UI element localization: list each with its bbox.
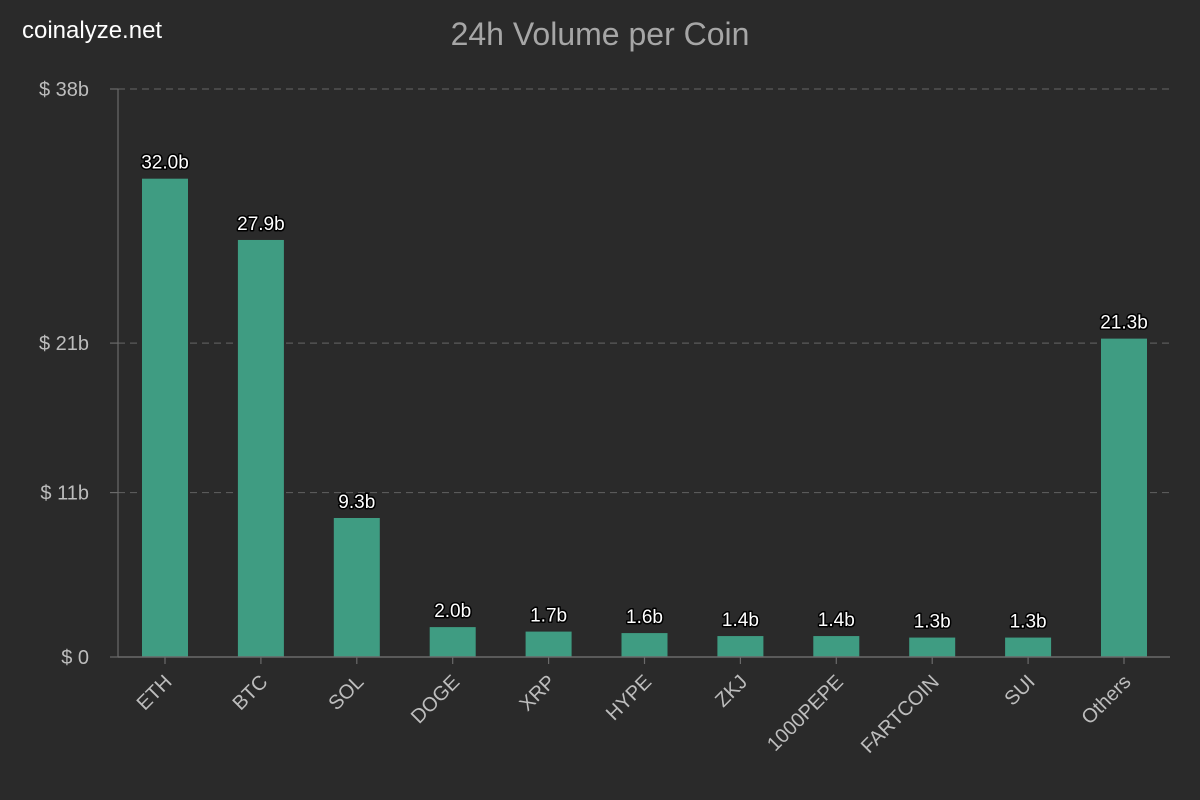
x-tick-label: SUI: [1001, 671, 1040, 710]
data-label: 1.4b: [818, 610, 855, 631]
x-tick-label: XRP: [515, 671, 560, 716]
data-label: 21.3b: [1100, 313, 1148, 334]
x-tick-label: ETH: [133, 671, 177, 715]
bar-zkj: [717, 636, 764, 657]
bar-fartcoin: [909, 637, 956, 657]
x-tick-label: ZKJ: [711, 671, 752, 712]
bar-eth: [142, 178, 188, 657]
x-tick-label: FARTCOIN: [857, 671, 944, 758]
bar-btc: [237, 239, 284, 657]
x-tick-label: 1000PEPE: [763, 671, 848, 756]
bar-others: [1101, 338, 1147, 657]
x-tick-label: Others: [1078, 671, 1136, 729]
x-tick-label: HYPE: [602, 671, 656, 725]
x-tick-label: DOGE: [407, 671, 464, 728]
y-tick-label: $ 11b: [40, 483, 89, 505]
data-label: 1.3b: [1010, 612, 1047, 633]
data-label: 1.6b: [626, 607, 663, 628]
data-label: 9.3b: [338, 492, 375, 513]
bar-sol: [333, 517, 380, 657]
y-tick-label: $ 0: [61, 647, 89, 669]
data-label: 2.0b: [434, 601, 471, 622]
bar-doge: [429, 627, 476, 657]
data-label: 1.3b: [914, 612, 951, 633]
y-tick-label: $ 21b: [39, 333, 89, 355]
y-tick-label: $ 38b: [39, 79, 89, 101]
data-label: 1.4b: [722, 610, 759, 631]
bar-sui: [1005, 637, 1052, 657]
data-label: 32.0b: [141, 153, 189, 174]
chart-title: 24h Volume per Coin: [450, 16, 750, 52]
data-label: 27.9b: [237, 214, 285, 235]
bar-xrp: [525, 631, 572, 657]
brand-watermark: coinalyze.net: [22, 17, 163, 44]
x-tick-label: SOL: [324, 671, 368, 715]
x-tick-label: BTC: [229, 671, 273, 715]
bar-hype: [621, 633, 668, 657]
bar-1000pepe: [813, 636, 860, 657]
data-label: 1.7b: [530, 606, 567, 627]
